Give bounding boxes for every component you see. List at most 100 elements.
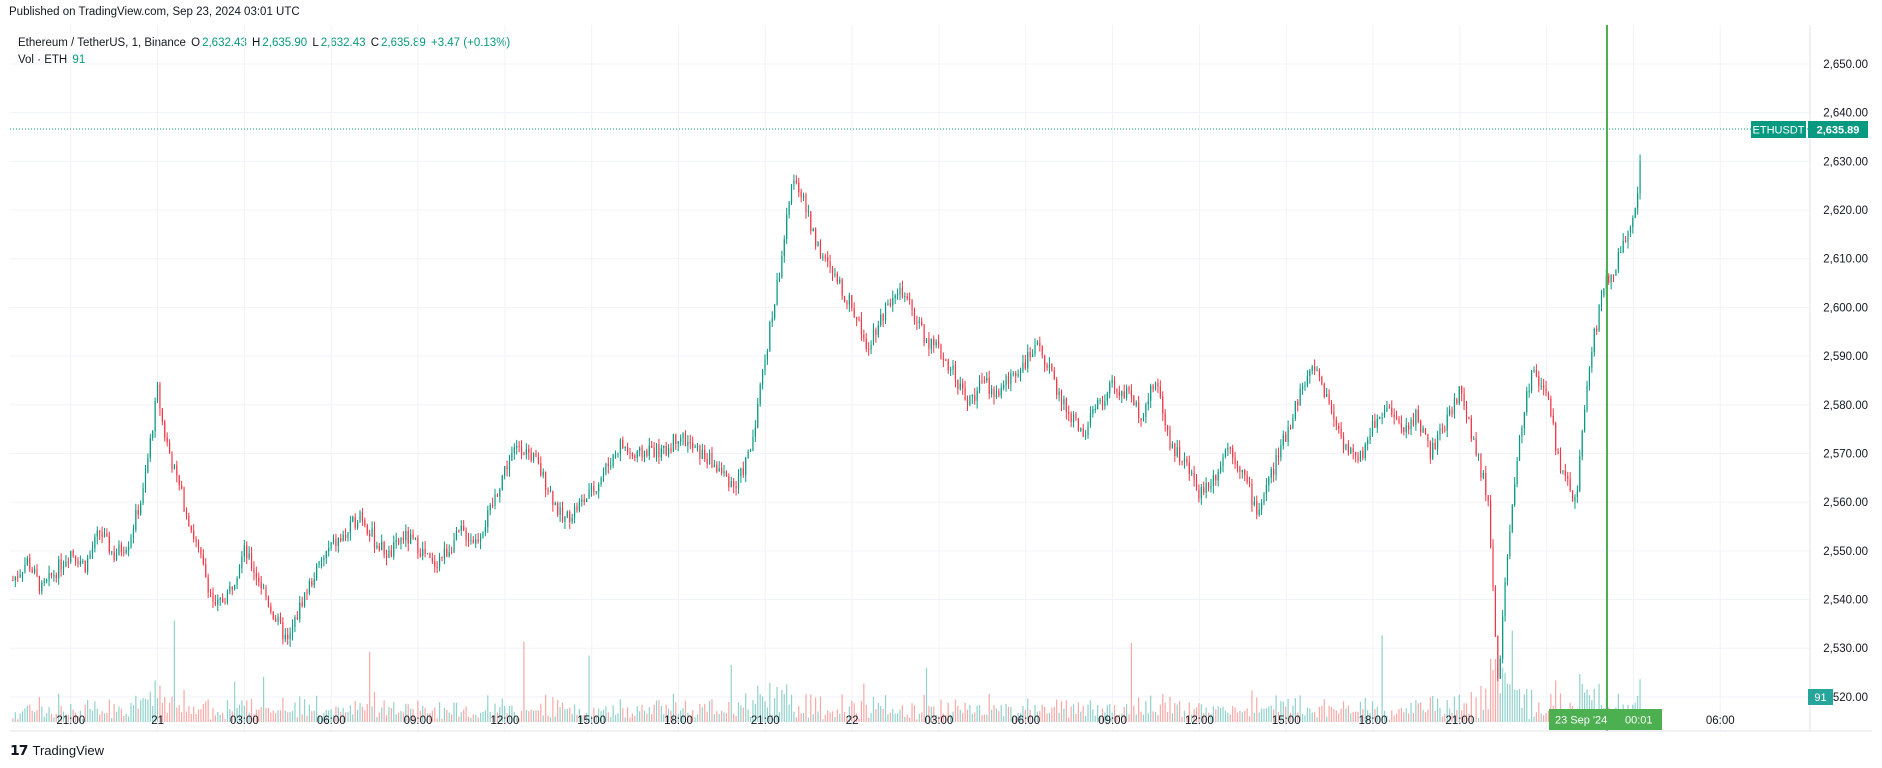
- candle-body: [118, 544, 120, 555]
- volume-bar: [424, 707, 426, 722]
- volume-bar: [1236, 712, 1239, 722]
- candle-body: [892, 298, 894, 306]
- volume-bar: [1309, 708, 1311, 722]
- volume-bar: [1369, 713, 1371, 722]
- candle-body: [909, 298, 911, 300]
- candle-body: [530, 452, 532, 461]
- volume-bar: [72, 709, 74, 722]
- candle-body: [369, 533, 371, 537]
- candle-body: [593, 485, 595, 492]
- volume-bar: [655, 700, 658, 722]
- candle-body: [981, 380, 983, 382]
- price-tick-label: 2,580.00: [1823, 400, 1868, 412]
- volume-bar: [1502, 667, 1504, 722]
- candle-body: [1603, 288, 1605, 296]
- candle-body: [798, 182, 800, 193]
- symbol-title[interactable]: Ethereum / TetherUS, 1, Binance: [18, 37, 186, 49]
- candle-body: [364, 520, 366, 526]
- candle-body: [332, 538, 335, 543]
- candle-body: [1263, 493, 1265, 503]
- volume-bar: [1441, 716, 1443, 722]
- price-axis[interactable]: 2,520.00 2,530.00 2,540.00 2,550.00 2,560.00…: [1823, 59, 1868, 704]
- volume-bar: [1427, 709, 1429, 722]
- volume-bar: [193, 706, 195, 722]
- volume-bar: [1138, 697, 1140, 722]
- volume-bar: [896, 713, 899, 722]
- candle-body: [125, 549, 127, 553]
- candle-body: [1521, 428, 1523, 437]
- candle-body: [1251, 483, 1253, 505]
- candle-body: [265, 588, 267, 598]
- candle-body: [1429, 441, 1431, 459]
- price-tick-label: 2,600.00: [1823, 302, 1868, 314]
- candle-body: [1535, 370, 1537, 377]
- candle-body: [831, 267, 834, 274]
- volume-bar: [21, 711, 24, 722]
- volume-bar: [1065, 700, 1067, 722]
- candle-body: [1150, 385, 1152, 401]
- volume-bar: [1559, 693, 1562, 722]
- candle-body: [598, 484, 600, 492]
- candle-body: [805, 194, 807, 213]
- candle-body: [1053, 370, 1055, 380]
- volume-bar: [506, 713, 508, 722]
- volume-bar: [328, 710, 330, 722]
- volume-bar: [547, 715, 549, 722]
- volume-bar: [494, 703, 496, 722]
- candle-body: [378, 545, 380, 551]
- candle-body: [1135, 402, 1137, 406]
- volume-bar: [1386, 715, 1388, 722]
- candle-body: [277, 616, 279, 622]
- candle-body: [516, 445, 518, 448]
- time-tick-label: 18:00: [664, 715, 693, 727]
- candle-body: [48, 572, 50, 580]
- candle-body: [451, 551, 453, 553]
- volume-bar: [899, 709, 901, 722]
- candle-body: [1550, 398, 1552, 416]
- volume-bar: [214, 715, 216, 722]
- volume-bar: [1210, 714, 1212, 722]
- volume-bar: [1579, 673, 1581, 722]
- volume-bar: [605, 706, 607, 722]
- candle-body: [935, 341, 937, 346]
- candle-body: [1010, 373, 1012, 384]
- volume-bar: [1463, 703, 1465, 722]
- candle-body: [764, 359, 766, 371]
- volume-bar: [1499, 693, 1501, 722]
- candle-body: [1220, 466, 1222, 472]
- price-tick-label: 2,540.00: [1823, 595, 1868, 607]
- candle-body: [1236, 463, 1239, 468]
- volume-bar: [1381, 635, 1383, 722]
- candle-body: [853, 307, 855, 318]
- volume-bar: [535, 710, 537, 722]
- volume-bar: [1489, 658, 1492, 722]
- volume-bar: [1383, 710, 1386, 722]
- candle-body: [1224, 449, 1227, 457]
- volume-bar: [130, 702, 132, 722]
- price-tick-label: 2,620.00: [1823, 205, 1868, 217]
- candle-body: [385, 554, 388, 559]
- candle-body: [289, 632, 291, 640]
- candle-body: [1506, 556, 1509, 582]
- volume-bar: [1198, 703, 1200, 722]
- volume-bar: [467, 716, 470, 722]
- candle-body: [128, 546, 130, 550]
- volume-bar: [935, 715, 937, 722]
- candle-body: [945, 359, 947, 361]
- volume-bar: [311, 711, 313, 722]
- candle-body: [458, 530, 460, 532]
- tradingview-brand[interactable]: 𝟭𝟳 TradingView: [10, 742, 104, 759]
- volume-label[interactable]: Vol · ETH: [18, 54, 68, 66]
- volume-bar: [217, 711, 219, 722]
- volume-bar: [159, 685, 161, 722]
- candle-body: [1446, 414, 1448, 431]
- volume-bar: [335, 706, 337, 722]
- volume-bar: [438, 702, 441, 722]
- volume-bar: [229, 709, 231, 722]
- volume-bar: [161, 702, 163, 722]
- candle-body: [887, 303, 889, 305]
- candle-body: [928, 338, 930, 349]
- candle-body: [446, 548, 448, 557]
- candle-body: [1099, 399, 1101, 401]
